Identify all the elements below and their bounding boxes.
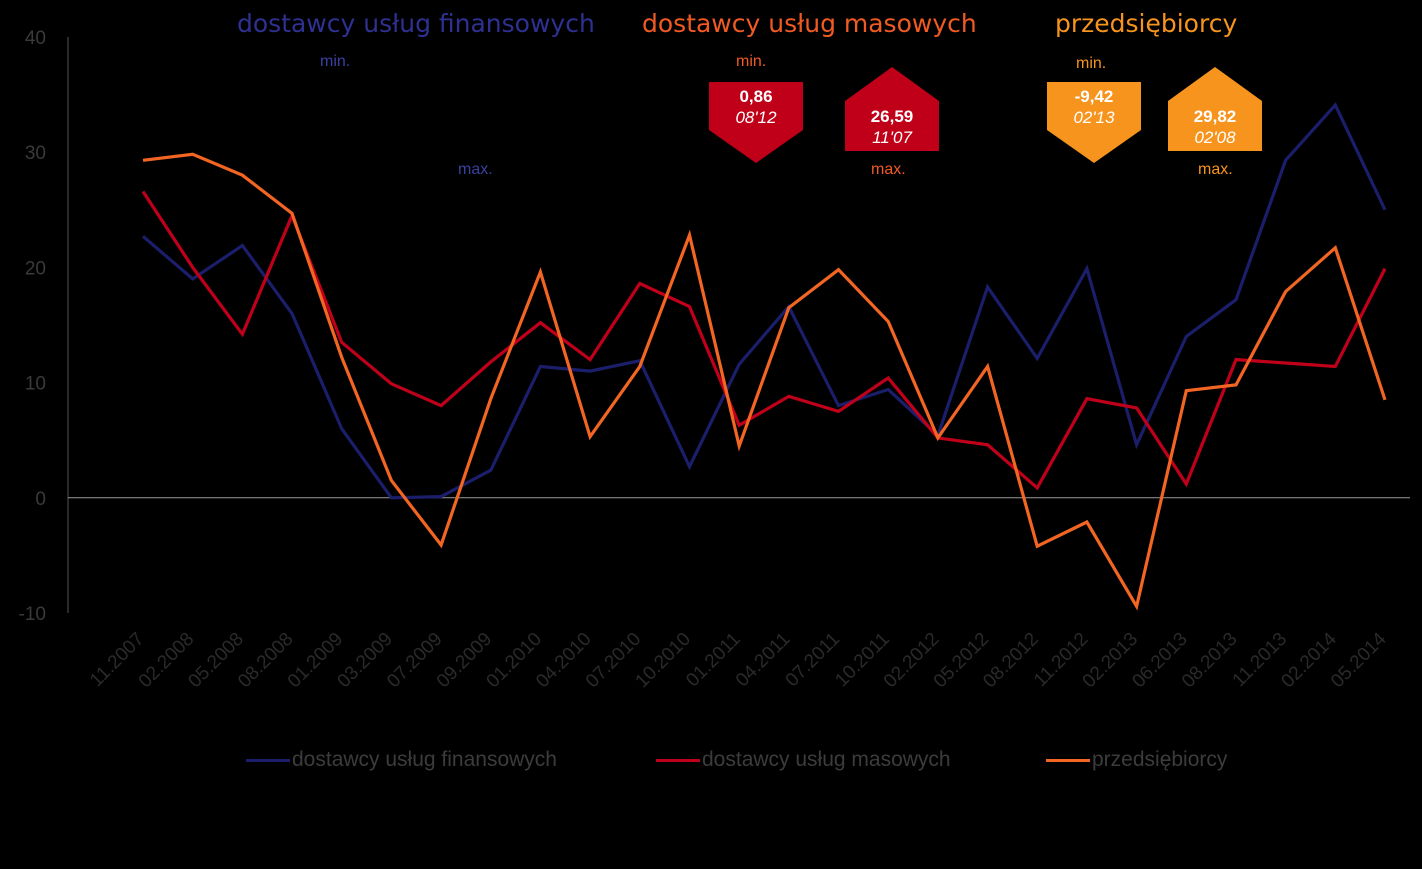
mas-max-value: 26,59 xyxy=(870,107,914,126)
legend-label-mass: dostawcy usług masowych xyxy=(702,748,951,771)
legend-swatch-mass xyxy=(656,758,700,762)
y-tick-label: 30 xyxy=(25,143,46,164)
series-line-mass xyxy=(141,190,1387,491)
y-axis: -10 0 10 20 30 40 xyxy=(19,28,69,625)
legend-label-entrepreneurs: przedsiębiorcy xyxy=(1092,748,1228,771)
x-tick-label: 10.2010 xyxy=(632,629,695,692)
y-tick-label: 40 xyxy=(25,28,46,49)
prz-min-badge-text: -9,42 02'13 xyxy=(1047,86,1141,128)
mas-min-badge xyxy=(709,82,803,163)
legend-item-entrepreneurs: przedsiębiorcy xyxy=(1046,748,1227,772)
y-tick-label: 20 xyxy=(25,258,46,279)
prz-max-value: 29,82 xyxy=(1193,107,1237,126)
legend-swatch-financial xyxy=(246,758,290,762)
prz-min-label: min. xyxy=(1076,55,1107,72)
mas-min-label: min. xyxy=(736,53,767,70)
prz-max-badge-text: 29,82 02'08 xyxy=(1168,106,1262,148)
x-tick-label: 07.2011 xyxy=(782,629,844,691)
fin-min-label: min. xyxy=(320,53,351,70)
legend-label-financial: dostawcy usług finansowych xyxy=(292,748,557,771)
prz-min-badge xyxy=(1047,82,1141,163)
header-mass-service-providers: dostawcy usług masowych xyxy=(642,9,977,38)
x-axis: 11.200702.200805.200808.200801.200903.20… xyxy=(68,497,1410,692)
x-tick-label: 08.2013 xyxy=(1178,629,1241,692)
prz-min-value: -9,42 xyxy=(1074,87,1114,106)
prz-max-badge xyxy=(1168,67,1262,151)
y-tick-label: 0 xyxy=(35,489,46,510)
mas-min-badge-text: 0,86 08'12 xyxy=(709,86,803,128)
header-financial-providers: dostawcy usług finansowych xyxy=(237,9,595,38)
mas-max-label: max. xyxy=(871,161,906,178)
legend-item-mass: dostawcy usług masowych xyxy=(656,748,951,772)
x-tick-label: 01.2011 xyxy=(682,629,744,691)
legend-item-financial: dostawcy usług finansowych xyxy=(246,748,557,772)
x-tick-label: 05.2014 xyxy=(1327,628,1391,692)
mas-max-badge-text: 26,59 11'07 xyxy=(845,106,939,148)
header-entrepreneurs: przedsiębiorcy xyxy=(1055,9,1238,38)
mas-min-value: 0,86 xyxy=(739,87,773,106)
mas-max-badge xyxy=(845,67,939,151)
min-max-badges xyxy=(709,67,1262,163)
prz-min-date: 02'13 xyxy=(1073,108,1115,127)
mas-min-date: 08'12 xyxy=(735,108,777,127)
x-tick-label: 08.2012 xyxy=(979,629,1042,692)
series-line-financial xyxy=(141,102,1387,500)
y-tick-label: -10 xyxy=(19,604,46,625)
series-lines xyxy=(141,102,1387,611)
legend-swatch-entrepreneurs xyxy=(1046,758,1090,762)
fin-max-label: max. xyxy=(458,161,493,178)
mas-max-date: 11'07 xyxy=(872,128,912,147)
prz-max-label: max. xyxy=(1198,161,1233,178)
series-line-entrepreneurs xyxy=(142,152,1387,611)
y-tick-label: 10 xyxy=(25,374,46,395)
prz-max-date: 02'08 xyxy=(1194,128,1236,147)
x-tick-label: 04.2011 xyxy=(732,629,794,691)
